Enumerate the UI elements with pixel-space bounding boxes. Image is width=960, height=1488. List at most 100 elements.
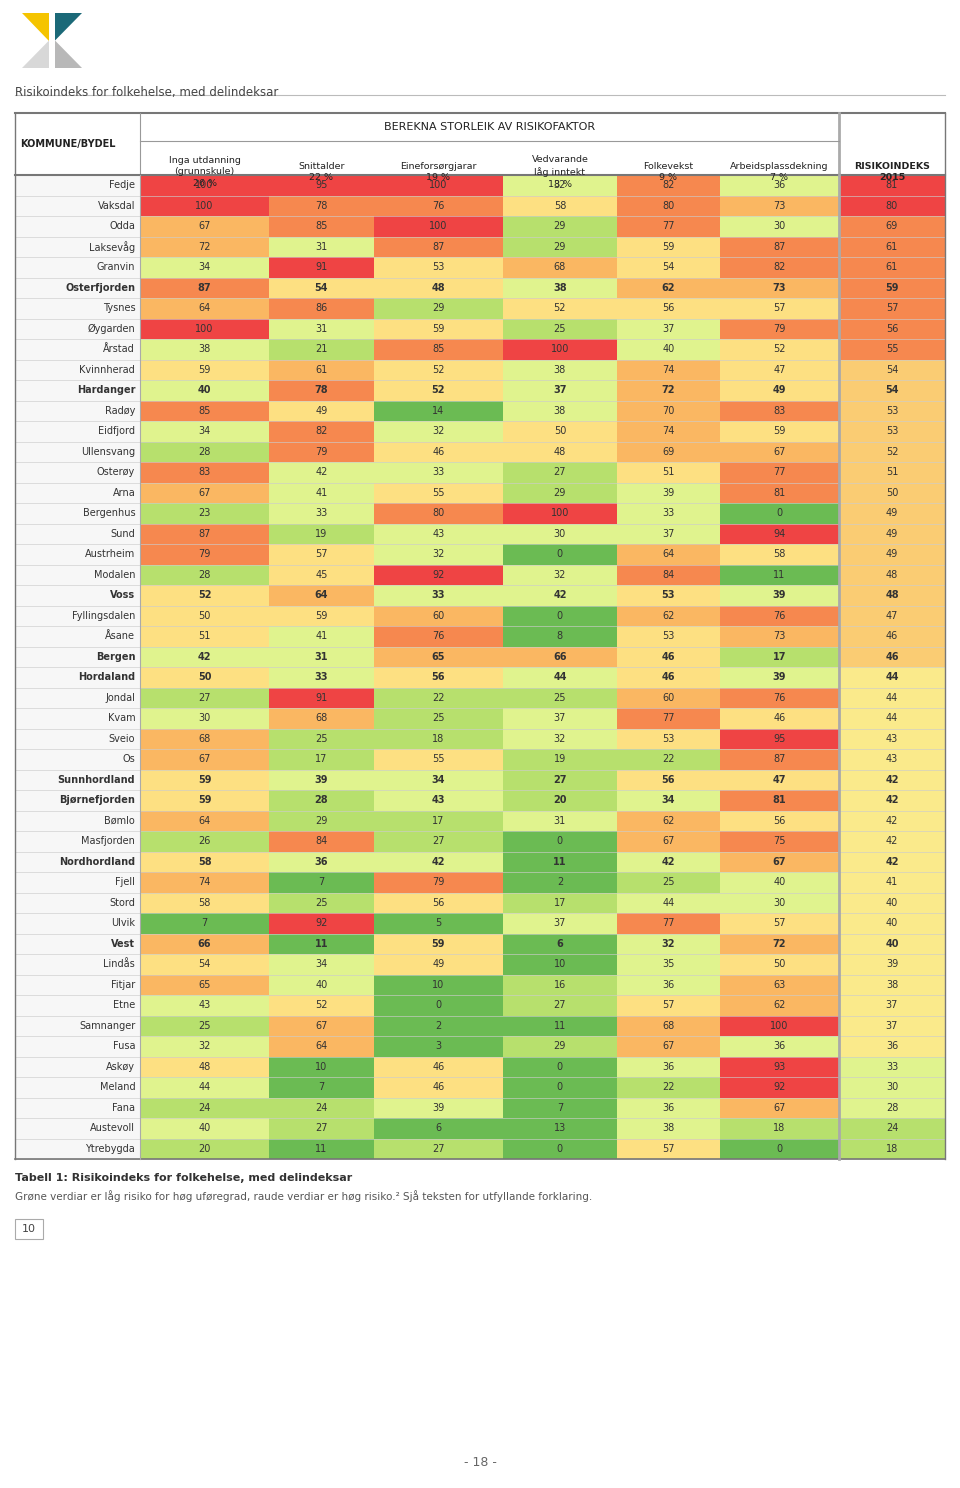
Text: 40: 40 (662, 344, 675, 354)
Bar (839, 564, 945, 585)
Text: 52: 52 (315, 1000, 327, 1010)
Bar (15, 954, 140, 975)
Bar (839, 708, 945, 729)
Text: 29: 29 (315, 815, 327, 826)
Text: 21: 21 (315, 344, 327, 354)
Text: 61: 61 (315, 365, 327, 375)
Text: 55: 55 (432, 754, 444, 765)
Text: 56: 56 (773, 815, 785, 826)
Bar (373, 400, 503, 421)
Bar (373, 564, 503, 585)
Bar (373, 729, 503, 748)
Text: 76: 76 (773, 693, 785, 702)
Text: 73: 73 (773, 631, 785, 641)
Text: Fusa: Fusa (112, 1042, 135, 1051)
Bar (503, 687, 617, 708)
Text: Vaksdal: Vaksdal (98, 201, 135, 211)
Bar (373, 1138, 503, 1159)
Text: 47: 47 (773, 365, 785, 375)
Text: Odda: Odda (109, 222, 135, 231)
Text: 25: 25 (554, 324, 566, 333)
Bar (617, 421, 720, 442)
Bar (140, 482, 269, 503)
Bar (373, 360, 503, 379)
Text: 69: 69 (662, 446, 675, 457)
Text: 42: 42 (885, 857, 899, 866)
Bar (617, 708, 720, 729)
Bar (373, 257, 503, 277)
Text: 84: 84 (315, 836, 327, 847)
Text: 54: 54 (885, 385, 899, 396)
Bar (503, 933, 617, 954)
Bar (839, 1117, 945, 1138)
Bar (617, 461, 720, 482)
Bar (617, 995, 720, 1015)
Bar (269, 237, 373, 257)
Bar (617, 1098, 720, 1117)
Bar (839, 1098, 945, 1117)
Text: 43: 43 (886, 734, 898, 744)
Text: 41: 41 (886, 878, 898, 887)
Bar (140, 975, 269, 995)
Text: 57: 57 (662, 1000, 675, 1010)
Bar (373, 216, 503, 237)
Text: 37: 37 (553, 385, 566, 396)
Bar (140, 606, 269, 626)
Bar (617, 893, 720, 914)
Bar (720, 1036, 839, 1056)
Polygon shape (22, 13, 49, 40)
Bar (373, 421, 503, 442)
Text: 55: 55 (432, 488, 444, 498)
Text: 100: 100 (770, 1021, 788, 1031)
Text: 94: 94 (773, 528, 785, 539)
Text: 76: 76 (773, 610, 785, 620)
Text: Masfjorden: Masfjorden (82, 836, 135, 847)
Text: 17: 17 (315, 754, 327, 765)
Text: 39: 39 (886, 960, 898, 969)
Bar (15, 360, 140, 379)
Text: Austevoll: Austevoll (90, 1123, 135, 1134)
Bar (617, 195, 720, 216)
Text: 33: 33 (886, 1062, 898, 1071)
Text: 47: 47 (773, 775, 786, 784)
Bar (373, 626, 503, 646)
Bar (617, 318, 720, 339)
Text: - 18 -: - 18 - (464, 1457, 496, 1470)
Text: 86: 86 (315, 304, 327, 314)
Text: Arbeidsplassdekning
7 %: Arbeidsplassdekning 7 % (730, 162, 828, 182)
Bar (839, 914, 945, 933)
Bar (140, 646, 269, 667)
Text: 100: 100 (551, 344, 569, 354)
Bar (720, 687, 839, 708)
Bar (617, 975, 720, 995)
Bar (269, 400, 373, 421)
Text: 57: 57 (315, 549, 327, 559)
Text: 19: 19 (554, 754, 566, 765)
Text: 32: 32 (432, 426, 444, 436)
Bar (269, 1077, 373, 1098)
Text: 2: 2 (557, 878, 563, 887)
Text: Jondal: Jondal (106, 693, 135, 702)
Text: 18: 18 (773, 1123, 785, 1134)
Bar (373, 545, 503, 564)
Bar (617, 216, 720, 237)
Bar (503, 564, 617, 585)
Bar (839, 830, 945, 851)
Text: 64: 64 (199, 304, 210, 314)
Text: 25: 25 (315, 897, 327, 908)
Text: 52: 52 (432, 365, 444, 375)
Bar (720, 606, 839, 626)
Bar (839, 1077, 945, 1098)
Text: 82: 82 (315, 426, 327, 436)
Bar (140, 954, 269, 975)
Text: 11: 11 (773, 570, 785, 580)
Bar (140, 318, 269, 339)
Text: 53: 53 (432, 262, 444, 272)
Bar (839, 1138, 945, 1159)
Bar (269, 461, 373, 482)
Bar (15, 748, 140, 769)
Bar (503, 646, 617, 667)
Bar (140, 461, 269, 482)
Text: 59: 59 (315, 610, 327, 620)
Bar (617, 1056, 720, 1077)
